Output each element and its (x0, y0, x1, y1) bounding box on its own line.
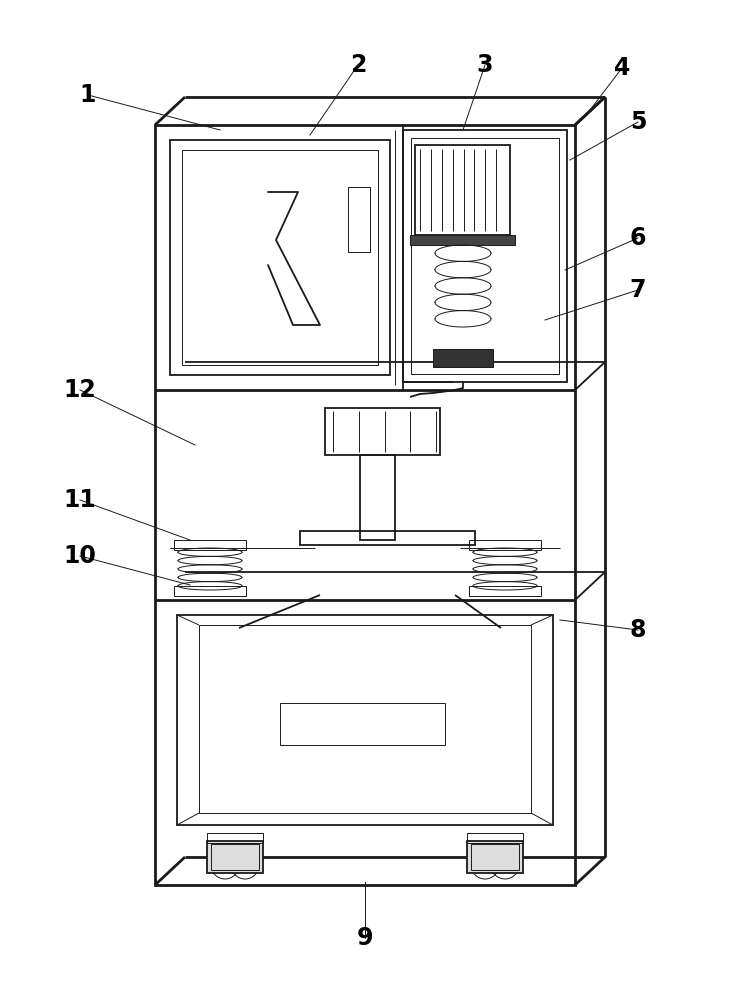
Text: 8: 8 (629, 618, 646, 642)
Bar (207, 833, 263, 843)
Bar (467, 841, 523, 873)
Text: 1: 1 (80, 83, 96, 107)
Bar (411, 138, 559, 374)
Bar (174, 586, 246, 596)
Text: 6: 6 (629, 226, 646, 250)
Bar (469, 586, 541, 596)
Bar (433, 349, 493, 367)
Bar (467, 833, 523, 843)
Bar (410, 235, 515, 245)
Bar (199, 625, 531, 813)
Bar (360, 455, 395, 540)
Text: 7: 7 (629, 278, 646, 302)
Bar (170, 140, 390, 375)
Bar (403, 130, 567, 382)
Bar (182, 150, 378, 365)
Bar (415, 145, 510, 235)
Bar (348, 187, 370, 252)
Bar (174, 540, 246, 550)
Bar (280, 703, 445, 745)
Bar (177, 615, 553, 825)
Bar (325, 408, 440, 455)
Bar (471, 844, 519, 870)
Text: 4: 4 (614, 56, 630, 80)
Bar (469, 540, 541, 550)
Bar (211, 844, 259, 870)
Text: 9: 9 (357, 926, 374, 950)
Text: 5: 5 (629, 110, 646, 134)
Text: 10: 10 (64, 544, 96, 568)
Bar (300, 531, 475, 545)
Bar (155, 125, 575, 885)
Text: 3: 3 (477, 53, 493, 77)
Text: 2: 2 (350, 53, 366, 77)
Bar (207, 841, 263, 873)
Text: 12: 12 (64, 378, 96, 402)
Text: 11: 11 (64, 488, 96, 512)
